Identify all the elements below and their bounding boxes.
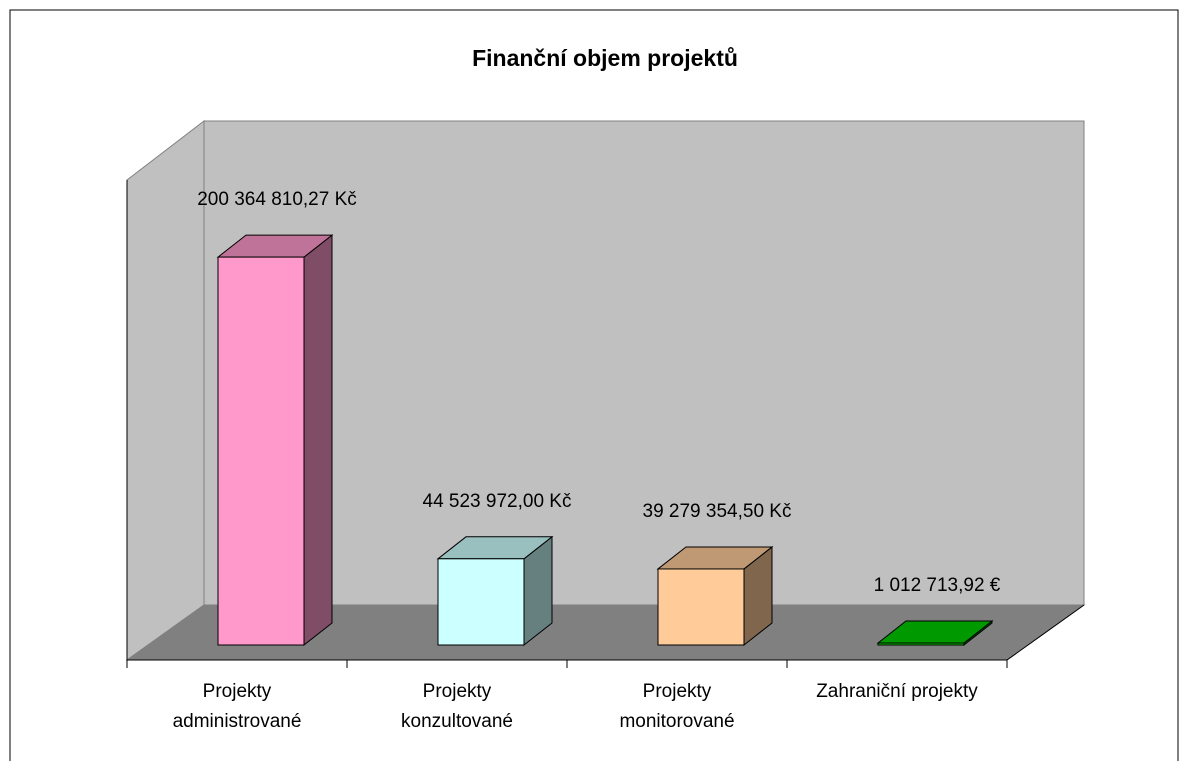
bar-side xyxy=(303,234,333,647)
floor-edge xyxy=(1006,604,1085,661)
value-label: 39 279 354,50 Kč xyxy=(643,501,792,522)
x-tick-label: Projekty administrované xyxy=(172,681,302,732)
chart-border xyxy=(9,9,1179,761)
x-tick-label: Projekty konzultované xyxy=(401,681,513,732)
bar xyxy=(437,558,525,646)
value-label: 200 364 810,27 Kč xyxy=(197,189,357,210)
value-label: 44 523 972,00 Kč xyxy=(423,491,572,512)
bar xyxy=(657,568,745,646)
x-tick-label: Projekty monitorované xyxy=(619,681,735,732)
bar xyxy=(217,256,305,646)
bar xyxy=(877,642,965,646)
value-label: 1 012 713,92 € xyxy=(874,575,1001,596)
side-wall xyxy=(126,119,205,661)
chart-title: Finanční objem projektů xyxy=(472,45,738,71)
x-tick-label: Zahraniční projekty xyxy=(816,681,978,702)
